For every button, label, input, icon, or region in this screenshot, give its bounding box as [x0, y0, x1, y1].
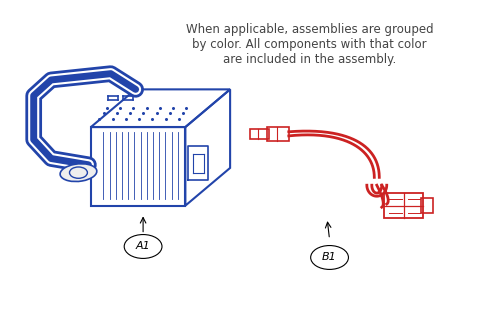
Circle shape — [310, 246, 348, 269]
Text: B1: B1 — [322, 252, 337, 262]
Text: A1: A1 — [136, 242, 150, 251]
Text: When applicable, assemblies are grouped
by color. All components with that color: When applicable, assemblies are grouped … — [186, 23, 434, 66]
Ellipse shape — [60, 164, 97, 182]
Circle shape — [124, 235, 162, 258]
